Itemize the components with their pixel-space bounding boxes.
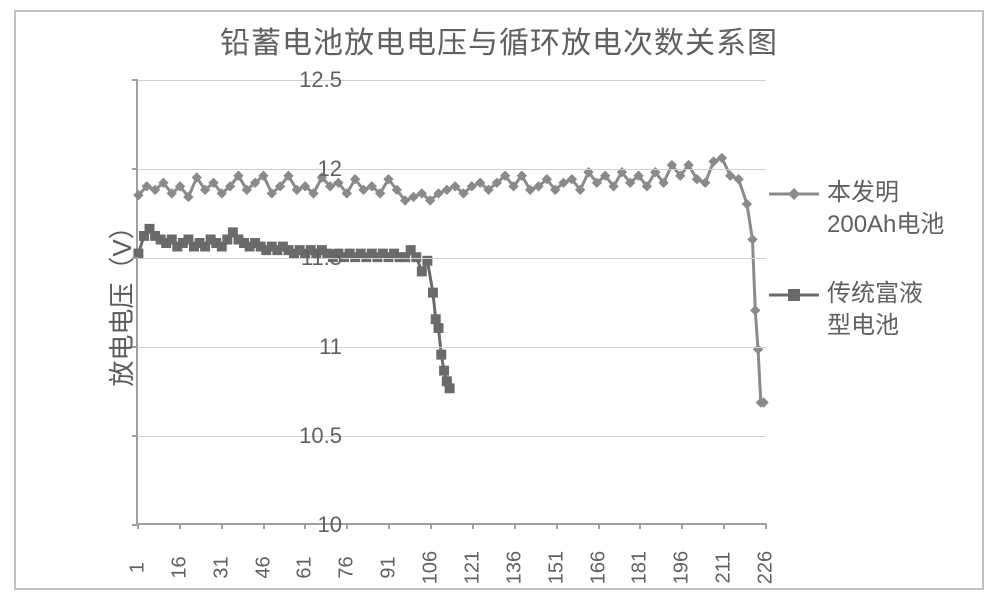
- xtick-mark: [765, 523, 767, 529]
- series-marker-traditional: [428, 288, 437, 297]
- xtick-label: 136: [503, 548, 526, 588]
- gridline: [138, 347, 766, 348]
- series-marker-invention: [709, 157, 718, 166]
- xtick-label: 76: [336, 548, 359, 588]
- series-marker-traditional: [434, 324, 443, 333]
- xtick-mark: [556, 523, 558, 529]
- xtick-mark: [137, 523, 139, 529]
- xtick-mark: [388, 523, 390, 529]
- legend-swatch: [769, 286, 819, 304]
- legend-label: 本发明 200Ah电池: [827, 177, 944, 242]
- series-marker-invention: [742, 200, 751, 209]
- series-marker-traditional: [437, 350, 446, 359]
- series-marker-traditional: [431, 315, 440, 324]
- xtick-mark: [346, 523, 348, 529]
- ytick-label: 10.5: [299, 423, 342, 449]
- xtick-label: 106: [420, 548, 443, 588]
- ytick-mark: [132, 346, 138, 348]
- xtick-mark: [179, 523, 181, 529]
- xtick-label: 166: [587, 548, 610, 588]
- xtick-mark: [639, 523, 641, 529]
- series-marker-traditional: [440, 366, 449, 375]
- series-marker-invention: [748, 235, 757, 244]
- ytick-label: 12.5: [299, 67, 342, 93]
- xtick-label: 61: [294, 548, 317, 588]
- series-marker-invention: [701, 178, 710, 187]
- series-marker-invention: [734, 175, 743, 184]
- gridline: [138, 258, 766, 259]
- xtick-mark: [723, 523, 725, 529]
- chart-title: 铅蓄电池放电电压与循环放电次数关系图: [16, 18, 982, 62]
- xtick-mark: [430, 523, 432, 529]
- ytick-mark: [132, 79, 138, 81]
- series-marker-invention: [726, 171, 735, 180]
- legend-label: 传统富液 型电池: [827, 278, 923, 343]
- legend: 本发明 200Ah电池传统富液 型电池: [769, 177, 964, 379]
- diamond-icon: [786, 186, 802, 202]
- square-icon: [786, 287, 802, 303]
- ytick-label: 11: [319, 334, 342, 360]
- xtick-label: 121: [461, 548, 484, 588]
- xtick-label: 31: [210, 548, 233, 588]
- series-line-invention: [138, 158, 763, 403]
- series-marker-traditional: [417, 267, 426, 276]
- legend-swatch: [769, 185, 819, 203]
- chart-frame: 铅蓄电池放电电压与循环放电次数关系图 放电电压（V） 1 16 31 46 61 76 91…: [14, 10, 984, 590]
- y-axis-label: 放电电压（V）: [102, 213, 139, 386]
- xtick-label: 211: [713, 548, 736, 588]
- ytick-label: 10: [318, 512, 342, 538]
- chart-svg: [138, 80, 766, 523]
- xtick-label: 16: [168, 548, 191, 588]
- xtick-mark: [304, 523, 306, 529]
- legend-entry-traditional: 传统富液 型电池: [769, 278, 964, 343]
- xtick-label: 181: [629, 548, 652, 588]
- gridline: [138, 169, 766, 170]
- xtick-mark: [221, 523, 223, 529]
- gridline: [138, 436, 766, 437]
- xtick-label: 46: [252, 548, 275, 588]
- series-marker-invention: [717, 153, 726, 162]
- xtick-label: 151: [545, 548, 568, 588]
- xtick-label: 1: [127, 548, 150, 588]
- ytick-mark: [132, 435, 138, 437]
- series-marker-invention: [751, 306, 760, 315]
- ytick-label: 11.5: [301, 245, 342, 271]
- ytick-label: 12: [318, 156, 342, 182]
- xtick-label: 226: [755, 548, 778, 588]
- plot-area: 1163146617691106121136151166181196211226: [136, 80, 766, 525]
- ytick-mark: [132, 257, 138, 259]
- series-marker-invention: [409, 192, 418, 201]
- xtick-label: 196: [671, 548, 694, 588]
- gridline: [138, 80, 766, 81]
- ytick-mark: [132, 168, 138, 170]
- xtick-mark: [514, 523, 516, 529]
- xtick-label: 91: [378, 548, 401, 588]
- series-marker-traditional: [445, 384, 454, 393]
- xtick-mark: [472, 523, 474, 529]
- xtick-mark: [598, 523, 600, 529]
- xtick-mark: [263, 523, 265, 529]
- xtick-mark: [681, 523, 683, 529]
- series-marker-invention: [442, 185, 451, 194]
- legend-entry-invention: 本发明 200Ah电池: [769, 177, 964, 242]
